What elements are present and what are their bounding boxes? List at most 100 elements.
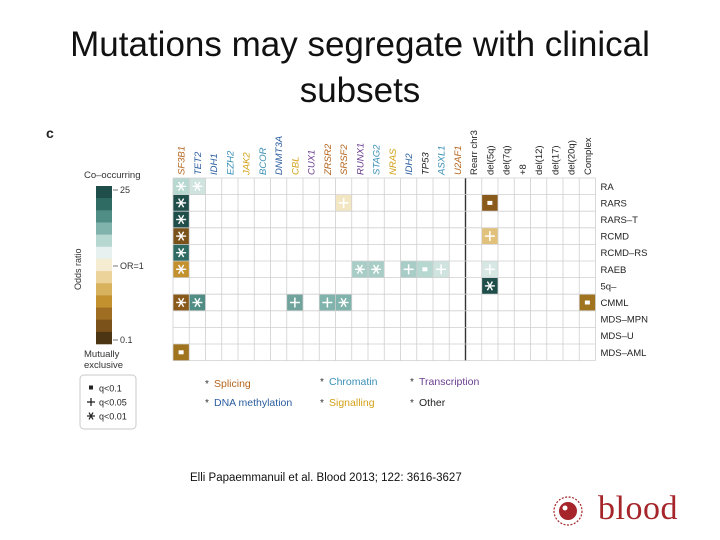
heatmap-cell [319,294,336,311]
column-label: DNMT3A [274,136,285,175]
row-label: RARS [601,198,627,209]
legend-tick-mid: OR=1 [120,261,144,271]
scale-swatch [96,283,112,296]
svg-text:q<0.1: q<0.1 [99,384,122,394]
svg-text:Other: Other [419,397,446,409]
legend-tick-bottom: 0.1 [120,335,133,345]
column-label: TET2 [193,151,204,175]
svg-text:Signalling: Signalling [329,397,375,409]
scale-swatch [96,331,112,345]
scale-swatch [96,186,112,199]
column-label: del(12) [534,145,545,175]
column-label: U2AF1 [453,145,464,175]
scale-swatch [96,210,112,223]
svg-text:*: * [410,398,414,409]
legend-top-label: Co–occurring [84,170,141,181]
citation: Elli Papaemmanuil et al. Blood 2013; 122… [190,472,462,484]
legend-bottom-label-1: Mutually [84,349,120,360]
svg-text:q<0.05: q<0.05 [99,398,127,408]
row-label: RA [601,182,615,193]
scale-swatch [96,246,112,260]
heatmap-grid [172,177,596,362]
category-legend-item: * Splicing [205,378,251,390]
odds-ratio-color-scale [96,186,112,345]
category-legend-item: * Other [410,397,446,409]
heatmap-cell [286,294,303,311]
column-label: BCOR [258,147,269,175]
legend-axis-label: Odds ratio [73,248,83,290]
slide-title: Mutations may segregate with clinical su… [70,25,650,110]
scale-swatch [96,258,112,272]
svg-text:DNA methylation: DNA methylation [214,397,292,409]
row-labels: RA RARS RARS–T RCMD RCMD–RS RAEB 5q– CMML MDS–MP… [601,182,649,359]
heatmap-cell [579,294,596,311]
svg-text:q<0.01: q<0.01 [99,412,127,422]
scale-swatch [96,271,112,284]
scale-swatch [96,234,112,248]
panel-label: c [46,125,54,141]
scale-swatch [96,295,112,308]
heatmap-cell [481,227,498,245]
heatmap-cell [335,194,352,212]
row-label: MDS–AML [601,348,647,359]
category-legend-item: * Chromatin [320,376,378,388]
heatmap-cell [173,194,190,212]
row-label: MDS–U [601,331,634,342]
column-label: TP53 [420,152,431,175]
row-label: RARS–T [601,215,639,226]
scale-swatch [96,307,112,320]
heatmap-cell [173,211,190,228]
column-label: IDH2 [404,153,415,175]
column-label: CBL [290,157,301,175]
heatmap-cell [173,178,190,195]
column-label: SRSF2 [339,144,350,175]
category-legend-item: * DNA methylation [205,397,292,409]
column-label: ZRSR2 [323,143,334,176]
row-label: RCMD [601,232,630,243]
svg-text:Transcription: Transcription [419,376,479,388]
column-label: RUNX1 [355,143,366,175]
svg-text:*: * [320,377,324,388]
heatmap-cell [173,227,190,245]
heatmap-cell [481,261,498,278]
svg-text:Splicing: Splicing [214,378,251,390]
column-label: NRAS [388,148,399,175]
blood-logo-text: blood [598,490,678,527]
heatmap-cell [189,294,206,311]
heatmap-cell [173,294,190,311]
heatmap-cell [351,261,368,278]
column-label: Complex [583,137,594,175]
svg-text:*: * [205,379,209,390]
significance-item: q<0.05 [87,398,127,408]
heatmap-cell [368,261,385,278]
significance-item: q<0.01 [87,412,127,422]
svg-text:Chromatin: Chromatin [329,376,378,388]
scale-swatch [96,319,112,333]
column-label: +8 [518,164,529,175]
heatmap-cell [335,294,352,311]
blood-logo [553,496,583,526]
row-label: MDS–MPN [601,315,649,326]
heatmap-cell [400,261,417,278]
category-legend-item: * Signalling [320,397,375,409]
column-label: del(20q) [567,140,578,175]
column-label: del(5q) [485,145,496,175]
heatmap-cell [481,194,498,212]
heatmap-cell [189,178,206,195]
column-label: Rearr chr3 [469,130,480,175]
svg-text:*: * [410,377,414,388]
column-label: IDH1 [209,153,220,175]
heatmap-cell [173,244,190,261]
heatmap-cell [173,261,190,278]
scale-swatch [96,222,112,235]
heatmap-cell [433,261,450,278]
category-legend: * Splicing * Chromatin * Transcription * DNA me… [205,376,479,409]
significance-legend: q<0.1 q<0.05 q<0.01 [87,384,127,422]
heatmap-cell [416,261,433,278]
svg-text:*: * [205,398,209,409]
column-labels: SF3B1 TET2 IDH1 EZH2 JAK2 BCOR DNMT3A CBL CUX1 ZR… [177,130,594,176]
column-label: EZH2 [225,150,236,175]
category-legend-item: * Transcription [410,376,479,388]
column-label: del(17) [550,145,561,175]
